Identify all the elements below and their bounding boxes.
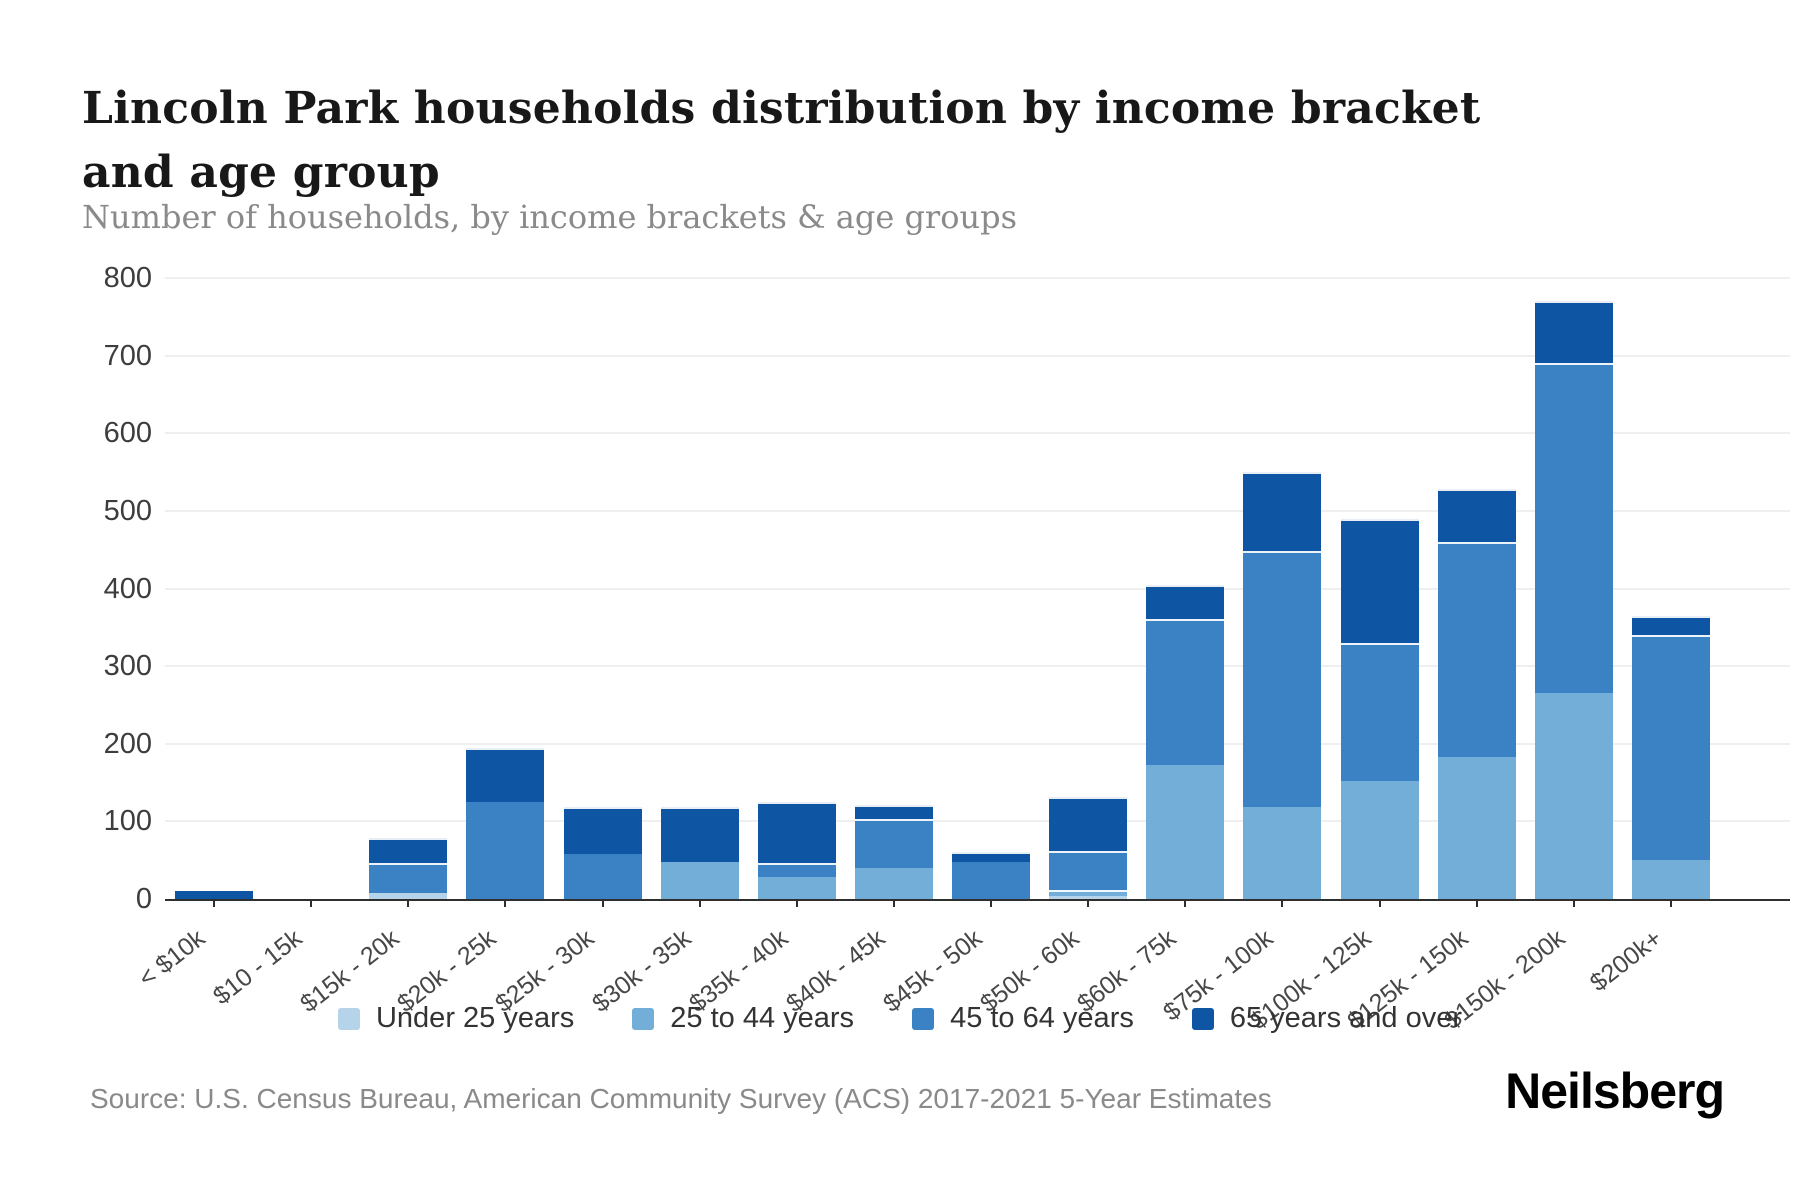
bar-segment[interactable] bbox=[1049, 796, 1128, 851]
chart-legend: Under 25 years 25 to 44 years 45 to 64 yea… bbox=[0, 1002, 1800, 1035]
y-axis-tick-label: 600 bbox=[103, 417, 152, 450]
bar-segment[interactable] bbox=[466, 801, 545, 899]
gridline bbox=[165, 742, 1790, 745]
legend-swatch-icon bbox=[632, 1007, 655, 1030]
legend-item[interactable]: 45 to 64 years bbox=[912, 1002, 1134, 1035]
x-axis-line bbox=[165, 899, 1790, 901]
x-axis-tick bbox=[1572, 899, 1575, 907]
bar-segment[interactable] bbox=[1631, 860, 1710, 899]
chart-subtitle: Number of households, by income brackets… bbox=[82, 198, 1017, 236]
bar-segment[interactable] bbox=[660, 861, 739, 899]
x-axis-tick bbox=[1281, 899, 1284, 907]
legend-item[interactable]: 25 to 44 years bbox=[632, 1002, 854, 1035]
page-title: Lincoln Park households distribution by … bbox=[82, 83, 1481, 199]
legend-swatch-icon bbox=[912, 1007, 935, 1030]
y-axis-tick-label: 300 bbox=[103, 650, 152, 683]
bar-segment[interactable] bbox=[1340, 518, 1419, 643]
bar-segment[interactable] bbox=[1243, 807, 1322, 899]
x-axis-tick bbox=[1475, 899, 1478, 907]
bar-segment[interactable] bbox=[1631, 635, 1710, 861]
legend-label: Under 25 years bbox=[375, 1002, 575, 1034]
y-axis-tick-label: 500 bbox=[103, 494, 152, 527]
bar-segment[interactable] bbox=[1534, 363, 1613, 693]
x-axis-tick bbox=[213, 899, 215, 907]
bar-segment[interactable] bbox=[1146, 585, 1225, 619]
x-axis-tick bbox=[1184, 899, 1187, 907]
x-axis-tick bbox=[795, 899, 798, 907]
gridline bbox=[165, 277, 1790, 279]
bar-segment[interactable] bbox=[1049, 889, 1128, 896]
bar-segment[interactable] bbox=[563, 807, 642, 854]
bar-segment[interactable] bbox=[854, 819, 933, 868]
bar-segment[interactable] bbox=[952, 861, 1031, 899]
bar-segment[interactable] bbox=[1049, 895, 1128, 899]
bar-segment[interactable] bbox=[1534, 301, 1613, 364]
bar-segment[interactable] bbox=[1340, 642, 1419, 781]
y-axis-tick-label: 700 bbox=[103, 339, 152, 372]
bar-segment[interactable] bbox=[1534, 692, 1613, 899]
bar-segment[interactable] bbox=[369, 863, 448, 893]
neilsberg-logo: Neilsberg bbox=[1505, 1063, 1725, 1119]
bar-segment[interactable] bbox=[854, 805, 933, 820]
bar-segment[interactable] bbox=[175, 891, 253, 899]
legend-label: 65 years and over bbox=[1229, 1002, 1463, 1034]
y-axis-tick-label: 100 bbox=[103, 805, 152, 838]
y-axis-tick-label: 0 bbox=[135, 883, 152, 915]
bar-segment[interactable] bbox=[1049, 850, 1128, 890]
x-axis-tick bbox=[407, 899, 410, 907]
legend-item[interactable]: Under 25 years bbox=[337, 1002, 575, 1035]
gridline bbox=[165, 354, 1790, 357]
legend-swatch-icon bbox=[1191, 1007, 1214, 1030]
x-axis-tick bbox=[1378, 899, 1381, 907]
x-axis-tick bbox=[698, 899, 701, 907]
bar-segment[interactable] bbox=[854, 867, 933, 899]
x-axis-tick bbox=[990, 899, 993, 907]
x-axis-tick bbox=[310, 899, 313, 907]
bar-segment[interactable] bbox=[757, 801, 836, 864]
gridline bbox=[165, 587, 1790, 590]
x-axis-tick bbox=[1669, 899, 1672, 907]
bar-segment[interactable] bbox=[757, 877, 836, 899]
legend-item[interactable]: 65 years and over bbox=[1191, 1002, 1463, 1035]
bar-segment[interactable] bbox=[660, 807, 739, 862]
x-axis-tick bbox=[601, 899, 604, 907]
bar-segment[interactable] bbox=[1631, 615, 1710, 636]
legend-label: 25 to 44 years bbox=[670, 1002, 855, 1034]
bar-segment[interactable] bbox=[1340, 781, 1419, 899]
legend-label: 45 to 64 years bbox=[950, 1002, 1134, 1034]
bar-segment[interactable] bbox=[369, 892, 448, 899]
y-axis-tick-label: 800 bbox=[103, 262, 152, 294]
gridline bbox=[165, 432, 1790, 435]
gridline bbox=[165, 509, 1790, 512]
x-axis-tick bbox=[1087, 899, 1090, 907]
source-note: Source: U.S. Census Bureau, American Com… bbox=[90, 1083, 1272, 1114]
bar-segment[interactable] bbox=[1437, 489, 1516, 542]
bar-segment[interactable] bbox=[1437, 756, 1516, 899]
x-axis-tick bbox=[504, 899, 507, 907]
bar-segment[interactable] bbox=[1437, 541, 1516, 757]
bar-segment[interactable] bbox=[369, 838, 448, 864]
bar-segment[interactable] bbox=[563, 853, 642, 899]
legend-swatch-icon bbox=[337, 1007, 360, 1030]
bar-segment[interactable] bbox=[1146, 764, 1225, 899]
gridline bbox=[165, 820, 1790, 823]
bar-segment[interactable] bbox=[1243, 472, 1322, 552]
bar-segment[interactable] bbox=[952, 852, 1031, 862]
bar-segment[interactable] bbox=[1243, 551, 1322, 808]
bar-segment[interactable] bbox=[466, 747, 545, 802]
bar-segment[interactable] bbox=[757, 863, 836, 878]
x-axis-tick bbox=[892, 899, 895, 907]
bar-segment[interactable] bbox=[1146, 618, 1225, 765]
y-axis-tick-label: 200 bbox=[103, 727, 152, 760]
gridline bbox=[165, 665, 1790, 668]
y-axis-tick-label: 400 bbox=[103, 572, 152, 605]
